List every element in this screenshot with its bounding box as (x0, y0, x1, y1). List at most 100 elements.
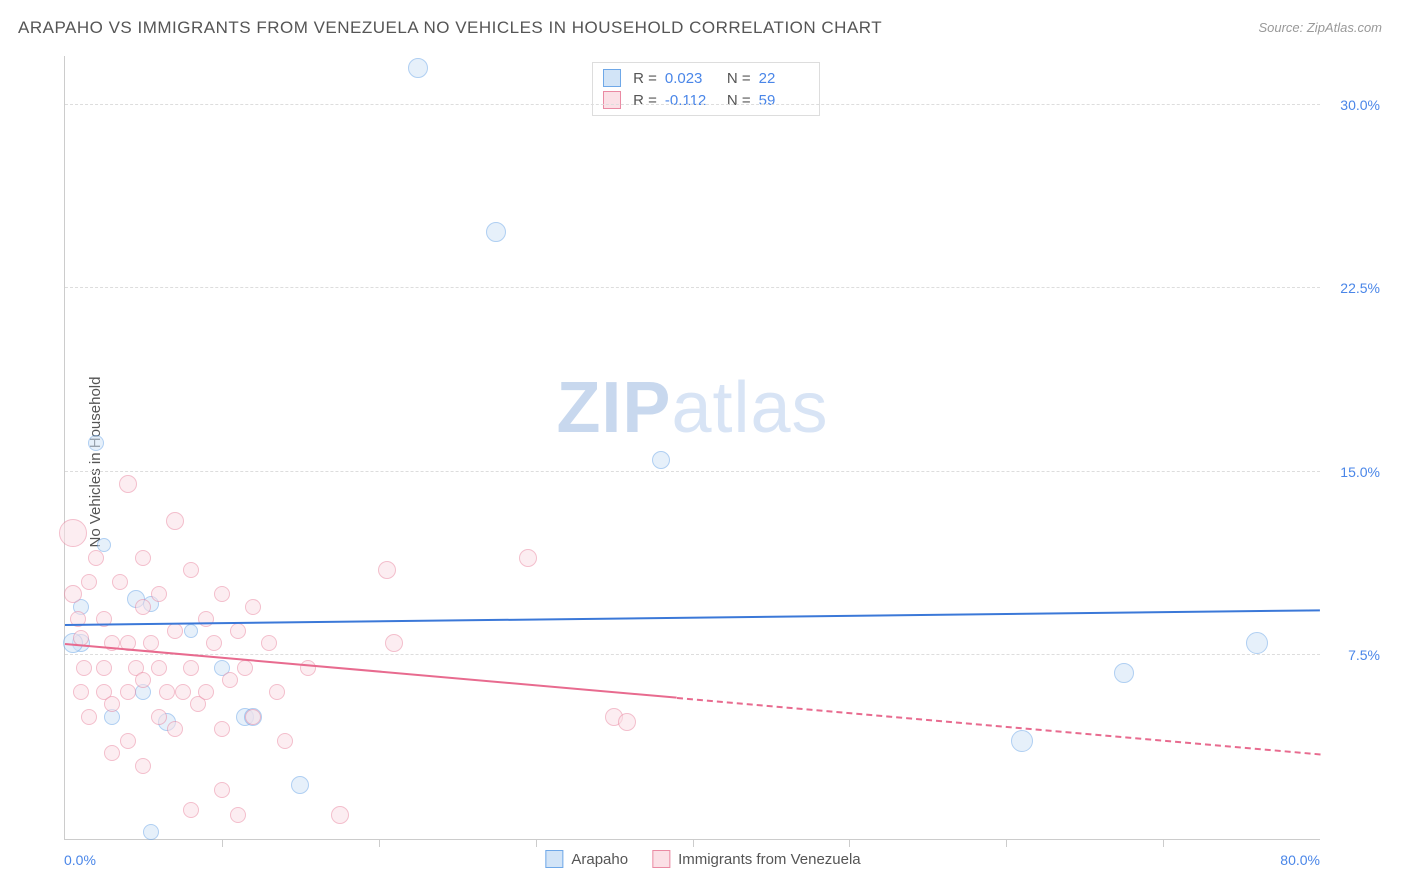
data-point-venezuela (81, 709, 97, 725)
data-point-venezuela (378, 561, 396, 579)
trend-line-venezuela (677, 697, 1320, 755)
data-point-venezuela (73, 684, 89, 700)
legend-swatch-arapaho (603, 69, 621, 87)
data-point-venezuela (245, 599, 261, 615)
data-point-venezuela (183, 562, 199, 578)
legend-swatch (545, 850, 563, 868)
series-legend: Arapaho Immigrants from Venezuela (545, 850, 860, 868)
legend-swatch (652, 850, 670, 868)
stats-legend: R = 0.023 N = 22 R = -0.112 N = 59 (592, 62, 820, 116)
data-point-venezuela (331, 806, 349, 824)
data-point-venezuela (76, 660, 92, 676)
data-point-venezuela (104, 696, 120, 712)
data-point-venezuela (135, 758, 151, 774)
x-tick (536, 839, 537, 847)
data-point-venezuela (151, 709, 167, 725)
watermark-bold: ZIP (556, 368, 671, 448)
data-point-venezuela (300, 660, 316, 676)
legend-item: Arapaho (545, 850, 628, 868)
data-point-venezuela (214, 586, 230, 602)
data-point-venezuela (151, 586, 167, 602)
data-point-venezuela (120, 684, 136, 700)
n-label: N = (727, 70, 751, 87)
legend-label: Immigrants from Venezuela (678, 851, 861, 868)
data-point-venezuela (135, 672, 151, 688)
data-point-venezuela (59, 519, 87, 547)
y-tick-label: 22.5% (1328, 280, 1380, 296)
data-point-venezuela (618, 713, 636, 731)
data-point-venezuela (245, 709, 261, 725)
y-tick-label: 7.5% (1328, 647, 1380, 663)
watermark-light: atlas (671, 368, 828, 448)
data-point-venezuela (88, 550, 104, 566)
x-axis-min-label: 0.0% (64, 852, 96, 868)
data-point-venezuela (206, 635, 222, 651)
source-attribution: Source: ZipAtlas.com (1258, 20, 1382, 35)
data-point-arapaho (88, 435, 104, 451)
data-point-venezuela (214, 721, 230, 737)
gridline-h (65, 471, 1320, 472)
data-point-arapaho (143, 824, 159, 840)
x-axis-max-label: 80.0% (1280, 852, 1320, 868)
legend-label: Arapaho (571, 851, 628, 868)
data-point-venezuela (143, 635, 159, 651)
data-point-venezuela (135, 550, 151, 566)
r-value-venezuela: -0.112 (665, 92, 715, 109)
data-point-venezuela (222, 672, 238, 688)
x-tick (849, 839, 850, 847)
data-point-venezuela (120, 733, 136, 749)
data-point-venezuela (64, 585, 82, 603)
data-point-venezuela (167, 721, 183, 737)
y-tick-label: 30.0% (1328, 97, 1380, 113)
stats-row-venezuela: R = -0.112 N = 59 (603, 89, 809, 111)
data-point-venezuela (167, 623, 183, 639)
data-point-venezuela (230, 623, 246, 639)
x-tick (693, 839, 694, 847)
data-point-venezuela (96, 660, 112, 676)
data-point-arapaho (408, 58, 428, 78)
data-point-venezuela (230, 807, 246, 823)
data-point-venezuela (198, 684, 214, 700)
x-tick (222, 839, 223, 847)
r-value-arapaho: 0.023 (665, 70, 715, 87)
x-tick (1006, 839, 1007, 847)
n-value-venezuela: 59 (759, 92, 809, 109)
gridline-h (65, 287, 1320, 288)
gridline-h (65, 104, 1320, 105)
data-point-venezuela (261, 635, 277, 651)
data-point-arapaho (1011, 730, 1033, 752)
n-label: N = (727, 92, 751, 109)
data-point-venezuela (112, 574, 128, 590)
watermark: ZIPatlas (556, 367, 828, 449)
data-point-arapaho (652, 451, 670, 469)
data-point-venezuela (166, 512, 184, 530)
data-point-venezuela (269, 684, 285, 700)
data-point-venezuela (175, 684, 191, 700)
data-point-venezuela (81, 574, 97, 590)
x-tick (379, 839, 380, 847)
n-value-arapaho: 22 (759, 70, 809, 87)
data-point-venezuela (385, 634, 403, 652)
data-point-arapaho (1114, 663, 1134, 683)
stats-row-arapaho: R = 0.023 N = 22 (603, 67, 809, 89)
plot-area: ZIPatlas R = 0.023 N = 22 R = -0.112 N = 59… (64, 56, 1320, 840)
data-point-venezuela (151, 660, 167, 676)
legend-item: Immigrants from Venezuela (652, 850, 861, 868)
r-label: R = (633, 70, 657, 87)
legend-swatch-venezuela (603, 91, 621, 109)
data-point-venezuela (135, 599, 151, 615)
gridline-h (65, 654, 1320, 655)
data-point-arapaho (486, 222, 506, 242)
r-label: R = (633, 92, 657, 109)
data-point-venezuela (277, 733, 293, 749)
chart-title: ARAPAHO VS IMMIGRANTS FROM VENEZUELA NO … (18, 18, 882, 38)
x-tick (1163, 839, 1164, 847)
data-point-venezuela (237, 660, 253, 676)
data-point-arapaho (184, 624, 198, 638)
data-point-venezuela (183, 802, 199, 818)
data-point-venezuela (183, 660, 199, 676)
data-point-venezuela (104, 745, 120, 761)
y-tick-label: 15.0% (1328, 464, 1380, 480)
data-point-venezuela (519, 549, 537, 567)
data-point-venezuela (159, 684, 175, 700)
